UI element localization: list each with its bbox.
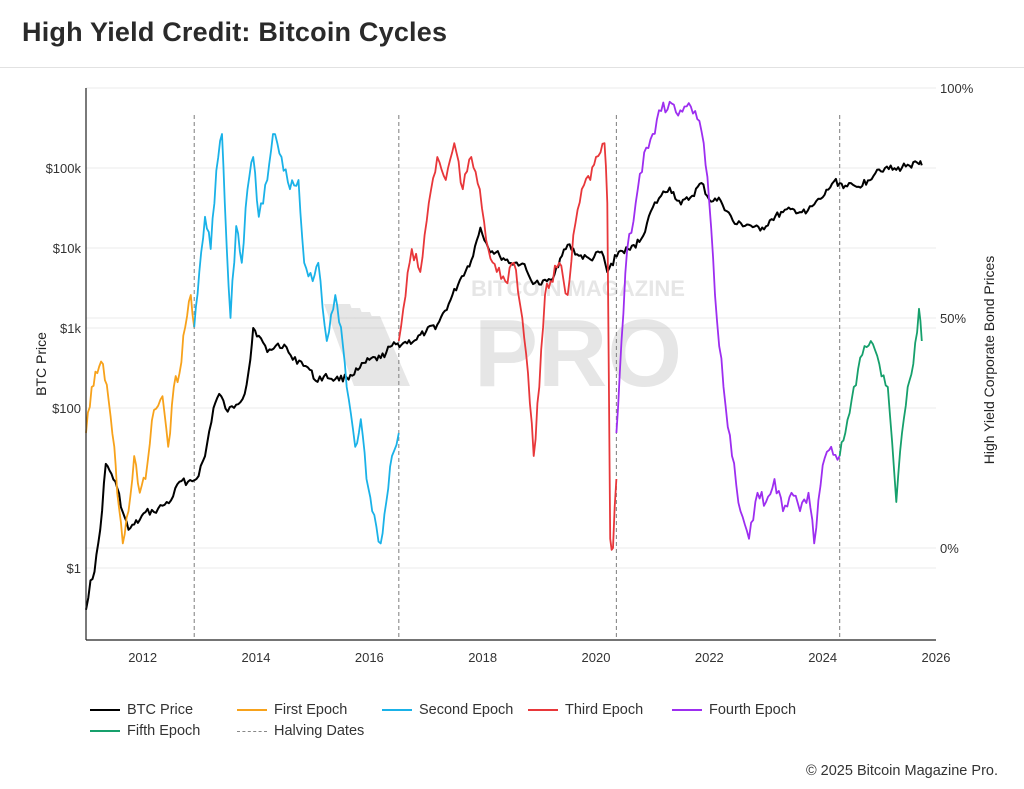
legend-label: Fourth Epoch — [709, 702, 797, 718]
halving-lines — [193, 115, 841, 640]
x-tick-label: 2024 — [808, 650, 837, 665]
series-line-third-epoch — [397, 142, 618, 551]
legend-swatch — [672, 709, 702, 711]
legend-label: BTC Price — [127, 702, 194, 718]
legend-swatch — [382, 709, 412, 711]
series-line-first-epoch — [85, 294, 196, 545]
y-left-tick-label: $100k — [46, 161, 82, 176]
legend-label: Third Epoch — [565, 702, 644, 718]
legend-item-fifth-epoch[interactable]: Fifth Epoch — [90, 723, 200, 739]
legend-item-third-epoch[interactable]: Third Epoch — [528, 702, 643, 718]
legend-label: First Epoch — [274, 702, 348, 718]
y-left-axis-title: BTC Price — [33, 332, 49, 396]
watermark-stripe — [354, 316, 410, 386]
page-title: High Yield Credit: Bitcoin Cycles — [22, 17, 448, 47]
y-left-tick-label: $1k — [60, 321, 81, 336]
series-line-btc-price — [85, 160, 923, 610]
legend-label: Halving Dates — [274, 723, 365, 739]
legend-item-fourth-epoch[interactable]: Fourth Epoch — [672, 702, 796, 718]
x-tick-label: 2016 — [355, 650, 384, 665]
series-line-second-epoch — [193, 133, 400, 545]
legend-swatch — [237, 709, 267, 711]
watermark-stripe — [334, 308, 390, 386]
legend-item-second-epoch[interactable]: Second Epoch — [382, 702, 513, 718]
legend-swatch — [90, 709, 120, 711]
header-bar: High Yield Credit: Bitcoin Cycles — [0, 0, 1024, 68]
legend-swatch — [90, 730, 120, 732]
grid-lines — [86, 87, 936, 569]
x-tick-label: 2014 — [242, 650, 271, 665]
y-left-tick-label: $100 — [52, 401, 81, 416]
legend-item-first-epoch[interactable]: First Epoch — [237, 702, 347, 718]
watermark-top-text: BITCOIN MAGAZINE — [471, 276, 685, 301]
legend-label: Fifth Epoch — [127, 723, 201, 739]
watermark-stripe — [324, 304, 380, 386]
x-tick-label: 2012 — [128, 650, 157, 665]
copyright: © 2025 Bitcoin Magazine Pro. — [805, 763, 998, 779]
series-lines — [85, 100, 923, 610]
y-right-axis-title: High Yield Corporate Bond Prices — [981, 256, 997, 465]
legend-item-halving-dates[interactable]: Halving Dates — [237, 723, 364, 739]
y-right-tick-label: 0% — [940, 541, 959, 556]
legend-label: Second Epoch — [419, 702, 514, 718]
legend-item-btc-price[interactable]: BTC Price — [90, 702, 193, 718]
y-right-tick-label: 50% — [940, 311, 966, 326]
watermark-main-text: PRO — [474, 300, 682, 407]
legend-swatch — [237, 730, 267, 732]
x-tick-label: 2018 — [468, 650, 497, 665]
series-line-fifth-epoch — [838, 307, 923, 503]
y-left-tick-label: $1 — [67, 561, 81, 576]
x-tick-label: 2026 — [922, 650, 951, 665]
y-right-tick-label: 100% — [940, 81, 974, 96]
series-line-fourth-epoch — [615, 100, 841, 545]
x-tick-label: 2020 — [582, 650, 611, 665]
y-left-tick-label: $10k — [53, 241, 82, 256]
legend-swatch — [528, 709, 558, 711]
watermark-stripe — [344, 312, 400, 386]
x-tick-label: 2022 — [695, 650, 724, 665]
axes: $1 $100 $1k $10k $100k 0% 50% 100% 2012 2014 2016 2… — [33, 81, 997, 665]
